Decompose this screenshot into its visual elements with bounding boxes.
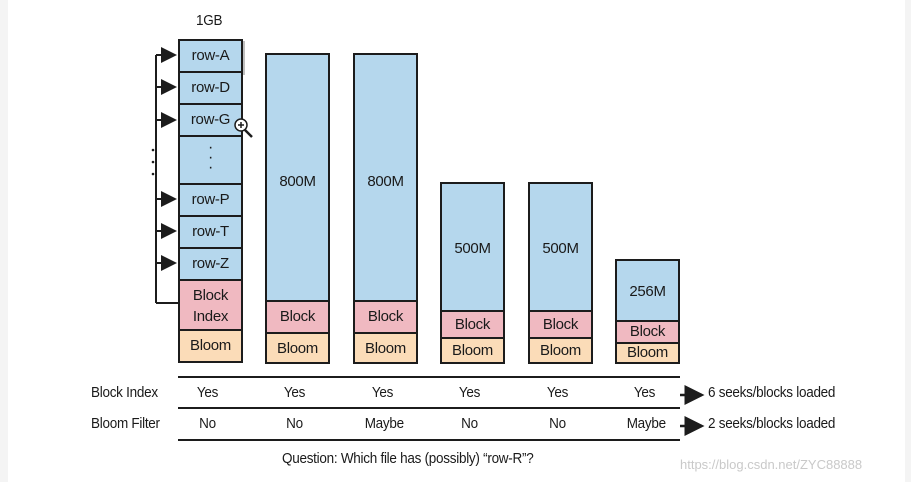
bloom-filter-cell: No [461, 415, 478, 432]
file2-data-area: 800M [265, 53, 330, 302]
zoom-cursor-icon [234, 118, 253, 138]
file2-bloom: Bloom [265, 332, 330, 364]
file1-size-label: 1GB [196, 12, 223, 29]
ellipsis-glyph: · · · [207, 139, 214, 176]
file4-block: Block [440, 310, 505, 339]
block-index-cell: Yes [458, 384, 481, 401]
file-size-label: 500M [542, 240, 579, 257]
file1-block-index: Block Index [178, 279, 243, 331]
block-label: Block [629, 323, 666, 340]
question-caption: Question: Which file has (possibly) “row… [282, 450, 534, 467]
bloom-label: Bloom [626, 344, 669, 361]
row-label: row-Z [192, 255, 229, 272]
table-bottom-rule [178, 439, 680, 441]
block-index-cell: Yes [196, 384, 219, 401]
file-size-label: 800M [367, 173, 404, 190]
block-label: Block [367, 308, 404, 325]
block-index-result: 6 seeks/blocks loaded [708, 384, 836, 401]
watermark: https://blog.csdn.net/ZYC88888 [680, 457, 863, 472]
bloom-filter-cell: Maybe [626, 415, 666, 432]
file5-data-area: 500M [528, 182, 593, 312]
file5-bloom: Bloom [528, 337, 593, 364]
row-label: row-A [191, 47, 230, 64]
bloom-filter-row-label: Bloom Filter [91, 415, 160, 432]
bloom-label: Bloom [189, 337, 232, 354]
file4-bloom: Bloom [440, 337, 505, 364]
file6-bloom: Bloom [615, 342, 680, 364]
file-size-label: 256M [629, 283, 666, 300]
row-label: row-G [190, 111, 231, 128]
block-index-cell: Yes [283, 384, 306, 401]
left-margin [0, 0, 8, 482]
file-size-label: 800M [279, 173, 316, 190]
bloom-label: Bloom [276, 340, 319, 357]
file1-row-d: row-D [178, 71, 243, 105]
bloom-filter-result: 2 seeks/blocks loaded [708, 415, 836, 432]
file1-bloom: Bloom [178, 329, 243, 363]
file5-block: Block [528, 310, 593, 339]
row-label: row-P [191, 191, 230, 208]
file4-data-area: 500M [440, 182, 505, 312]
bloom-label: Bloom [539, 342, 582, 359]
file-size-label: 500M [454, 240, 491, 257]
table-middle-rule [178, 407, 680, 409]
bloom-filter-cell: Maybe [364, 415, 404, 432]
bloom-filter-cell: No [549, 415, 566, 432]
file2-block: Block [265, 300, 330, 334]
block-index-label: Block Index [192, 287, 229, 325]
bloom-filter-cell: No [286, 415, 303, 432]
file1-row-z: row-Z [178, 247, 243, 281]
file1-row-t: row-T [178, 215, 243, 249]
block-index-cell: Yes [633, 384, 656, 401]
block-label: Block [279, 308, 316, 325]
row-label: row-T [192, 223, 229, 240]
block-label: Block [542, 316, 579, 333]
block-index-cell: Yes [371, 384, 394, 401]
bloom-label: Bloom [451, 342, 494, 359]
file3-bloom: Bloom [353, 332, 418, 364]
block-index-cell: Yes [546, 384, 569, 401]
bloom-filter-cell: No [199, 415, 216, 432]
table-top-rule [178, 376, 680, 378]
file6-data-area: 256M [615, 259, 680, 322]
block-index-row-label: Block Index [91, 384, 158, 401]
row-label: row-D [191, 79, 230, 96]
right-margin [905, 0, 911, 482]
file3-data-area: 800M [353, 53, 418, 302]
bloom-label: Bloom [364, 340, 407, 357]
block-label: Block [454, 316, 491, 333]
